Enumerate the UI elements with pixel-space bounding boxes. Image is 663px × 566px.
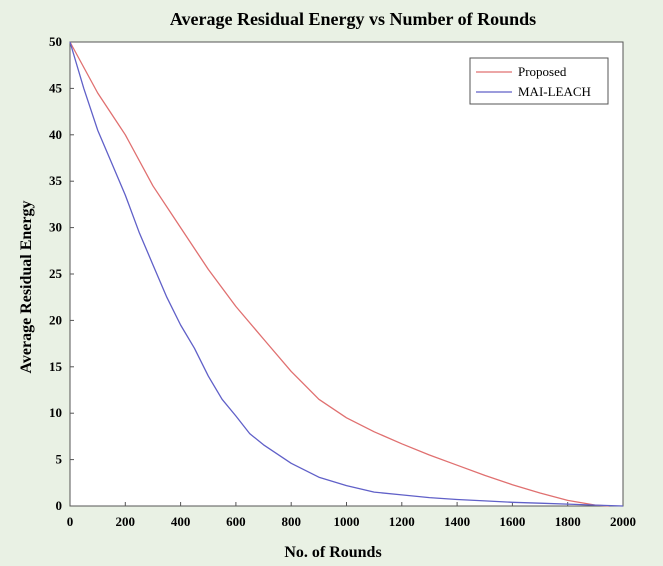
series-line-proposed bbox=[69, 41, 610, 507]
x-tick-label: 2000 bbox=[610, 514, 636, 529]
x-tick-label: 1000 bbox=[334, 514, 360, 529]
y-tick-label: 30 bbox=[49, 220, 62, 235]
plot-area bbox=[69, 41, 624, 507]
y-tick-label: 50 bbox=[49, 34, 62, 49]
x-tick-label: 1400 bbox=[444, 514, 470, 529]
y-tick-label: 0 bbox=[56, 498, 63, 513]
y-axis-label: Average Residual Energy bbox=[18, 200, 35, 373]
x-tick-label: 600 bbox=[226, 514, 246, 529]
y-tick-label: 10 bbox=[49, 405, 62, 420]
legend: Proposed MAI-LEACH bbox=[469, 57, 609, 105]
legend-box bbox=[469, 57, 609, 105]
series-line-mai-leach bbox=[69, 41, 624, 507]
y-tick-label: 35 bbox=[49, 173, 63, 188]
y-tick-label: 20 bbox=[49, 312, 62, 327]
legend-label: MAI-LEACH bbox=[518, 84, 591, 99]
y-tick-label: 45 bbox=[49, 80, 63, 95]
x-tick-label: 1800 bbox=[555, 514, 581, 529]
x-axis-label: No. of Rounds bbox=[284, 544, 381, 561]
chart-title: Average Residual Energy vs Number of Rou… bbox=[170, 9, 536, 29]
x-tick-label: 400 bbox=[171, 514, 191, 529]
x-tick-label: 0 bbox=[67, 514, 74, 529]
axis-ticks: 0 200 400 600 800 1000 1200 1400 1600 1800 2000 0 5 1… bbox=[49, 34, 636, 529]
x-tick-label: 1200 bbox=[389, 514, 415, 529]
y-tick-label: 25 bbox=[49, 266, 63, 281]
series-lines bbox=[69, 41, 624, 507]
legend-label: Proposed bbox=[518, 64, 567, 79]
y-tick-label: 40 bbox=[49, 127, 62, 142]
x-tick-label: 1600 bbox=[499, 514, 525, 529]
x-tick-label: 800 bbox=[281, 514, 301, 529]
y-tick-label: 15 bbox=[49, 359, 63, 374]
x-tick-label: 200 bbox=[116, 514, 136, 529]
y-tick-label: 5 bbox=[56, 452, 63, 467]
